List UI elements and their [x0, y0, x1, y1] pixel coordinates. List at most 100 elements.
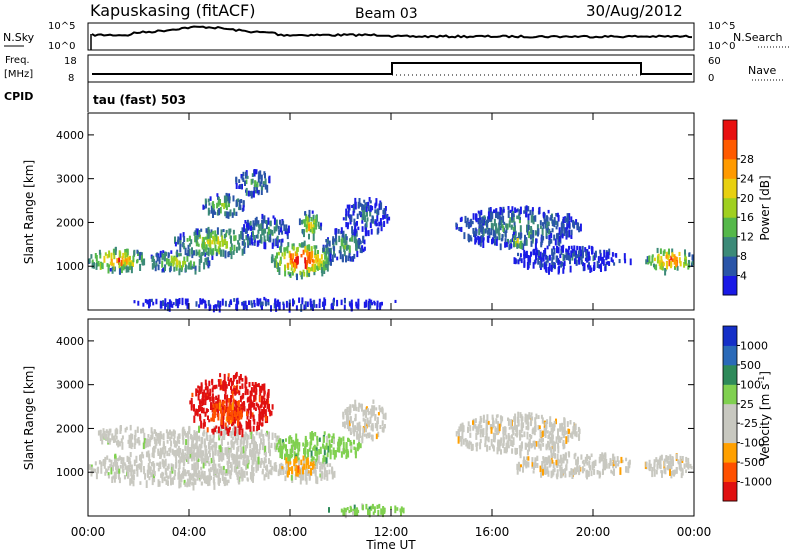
- velocity-range-cell: [246, 422, 249, 429]
- power-range-cell: [278, 304, 281, 310]
- velocity-range-cell: [112, 462, 115, 467]
- velocity-range-cell: [490, 426, 493, 434]
- power-range-cell: [493, 209, 495, 214]
- power-range-cell: [130, 266, 133, 274]
- velocity-range-cell: [207, 460, 210, 464]
- velocity-range-cell: [457, 429, 460, 434]
- velocity-range-cell: [194, 462, 197, 470]
- velocity-range-cell: [617, 460, 620, 464]
- velocity-range-cell: [141, 427, 144, 431]
- velocity-range-cell: [256, 383, 259, 387]
- velocity-range-cell: [114, 472, 117, 479]
- power-range-cell: [580, 249, 583, 257]
- velocity-range-cell: [559, 471, 562, 479]
- velocity-range-cell: [567, 434, 570, 443]
- velocity-range-cell: [205, 445, 207, 449]
- velocity-range-cell: [222, 452, 225, 461]
- velocity-range-cell: [502, 439, 505, 446]
- power-range-cell: [386, 214, 388, 218]
- power-range-cell: [308, 209, 311, 218]
- power-range-cell: [302, 219, 305, 224]
- velocity-range-cell: [551, 436, 554, 442]
- velocity-range-cell: [298, 471, 301, 478]
- power-echo-region: [270, 240, 332, 281]
- time-tick-label: 12:00: [374, 525, 409, 539]
- velocity-range-cell: [142, 429, 145, 434]
- velocity-range-cell: [596, 470, 599, 475]
- power-range-cell: [364, 224, 367, 230]
- power-range-cell: [304, 262, 307, 269]
- velocity-range-cell: [204, 411, 207, 417]
- velocity-range-cell: [114, 453, 117, 460]
- power-range-cell: [504, 238, 507, 244]
- velocity-range-cell: [295, 456, 298, 460]
- velocity-range-cell: [368, 434, 370, 439]
- power-range-cell: [239, 204, 242, 211]
- power-range-cell: [502, 225, 505, 232]
- power-range-cell: [161, 252, 164, 260]
- power-range-cell: [505, 241, 508, 248]
- power-range-cell: [162, 268, 164, 272]
- power-range-cell: [219, 300, 222, 308]
- velocity-range-cell: [245, 459, 248, 467]
- power-range-cell: [614, 253, 617, 257]
- velocity-range-cell: [110, 466, 113, 475]
- velocity-range-cell: [242, 446, 245, 454]
- velocity-range-cell: [346, 507, 349, 511]
- velocity-range-cell: [190, 400, 193, 408]
- power-range-cell: [154, 265, 157, 272]
- power-range-cell: [125, 252, 128, 257]
- velocity-range-cell: [592, 460, 595, 469]
- power-range-cell: [230, 235, 232, 244]
- power-range-cell: [477, 210, 480, 214]
- power-range-cell: [362, 204, 365, 210]
- velocity-range-cell: [295, 458, 298, 464]
- power-range-cell: [225, 211, 228, 219]
- power-range-cell: [663, 249, 666, 254]
- velocity-range-cell: [273, 442, 276, 450]
- power-range-cell: [482, 237, 485, 241]
- velocity-range-cell: [486, 414, 489, 421]
- power-range-cell: [534, 230, 537, 236]
- power-range-cell: [486, 219, 488, 228]
- velocity-range-cell: [531, 464, 534, 469]
- velocity-range-cell: [220, 412, 223, 418]
- velocity-range-cell: [139, 454, 141, 461]
- power-range-cell: [171, 304, 174, 308]
- power-range-cell: [345, 236, 348, 241]
- velocity-range-cell: [226, 412, 229, 421]
- velocity-range-cell: [342, 421, 345, 427]
- velocity-range-cell: [152, 461, 155, 467]
- power-range-cell: [570, 229, 573, 236]
- velocity-range-cell: [140, 428, 143, 434]
- velocity-range-cell: [264, 446, 267, 453]
- velocity-range-cell: [472, 420, 474, 425]
- velocity-range-cell: [461, 432, 464, 439]
- power-range-cell: [571, 248, 574, 257]
- power-range-cell: [465, 221, 468, 228]
- velocity-range-cell: [344, 508, 347, 513]
- power-range-cell: [271, 242, 274, 249]
- power-range-cell: [584, 257, 587, 262]
- power-range-cell: [286, 228, 289, 236]
- velocity-range-cell: [221, 422, 223, 429]
- velocity-range-cell: [181, 452, 183, 459]
- velocity-range-cell: [627, 465, 630, 474]
- velocity-range-cell: [304, 451, 307, 458]
- velocity-range-cell: [230, 386, 232, 390]
- power-range-cell: [519, 241, 522, 245]
- power-range-cell: [288, 250, 291, 258]
- power-range-cell: [253, 187, 256, 193]
- velocity-range-cell: [326, 473, 329, 481]
- velocity-range-cell: [370, 434, 373, 440]
- velocity-range-cell: [129, 439, 132, 445]
- velocity-range-cell: [174, 442, 177, 448]
- velocity-range-cell: [206, 427, 209, 433]
- power-range-cell: [275, 223, 278, 232]
- velocity-range-cell: [511, 448, 514, 454]
- nsearch-tick-top: 10^5: [708, 21, 735, 32]
- power-range-cell: [261, 185, 264, 191]
- power-range-cell: [257, 190, 260, 194]
- velocity-range-cell: [181, 472, 184, 478]
- power-range-cell: [330, 303, 333, 310]
